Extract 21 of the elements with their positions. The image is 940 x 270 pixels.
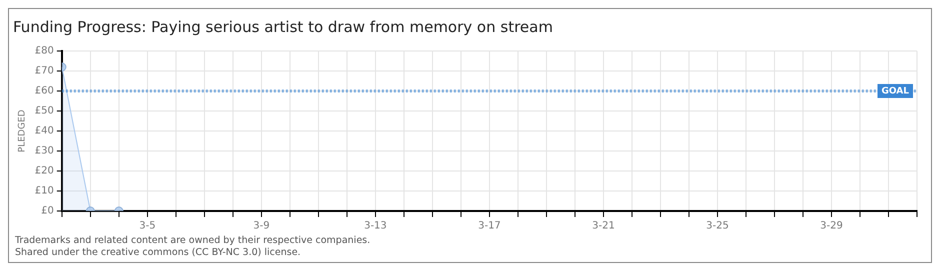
ref-line-label: GOAL — [882, 86, 910, 96]
y-tick-label: £20 — [34, 166, 54, 177]
x-tick-label: 3-29 — [820, 220, 843, 232]
y-tick-label: £0 — [41, 206, 54, 217]
text: Trademarks and related content are owned by their respective companies. — [15, 235, 372, 247]
chart-title: Funding Progress: Paying serious artist to draw from memory on stream — [13, 18, 553, 36]
x-tick-label: 3-13 — [364, 220, 387, 232]
x-tick-label: 3-21 — [592, 220, 615, 232]
text: Shared under the creative commons (CC BY-NC 3.0) license. — [15, 247, 302, 259]
x-tick-label: 3-25 — [706, 220, 729, 232]
y-tick-label: £60 — [34, 86, 54, 97]
x-tick-label: 3-5 — [139, 220, 156, 232]
y-axis-title: PLEDGED — [18, 110, 28, 152]
x-tick-label: 3-17 — [478, 220, 501, 232]
y-tick-label: £30 — [34, 146, 54, 157]
y-tick-label: £70 — [34, 66, 54, 77]
y-tick-label: £10 — [34, 186, 54, 197]
y-tick-label: £80 — [34, 46, 54, 57]
y-tick-label: £50 — [34, 106, 54, 117]
x-tick-label: 3-9 — [253, 220, 270, 232]
y-tick-label: £40 — [34, 126, 54, 137]
